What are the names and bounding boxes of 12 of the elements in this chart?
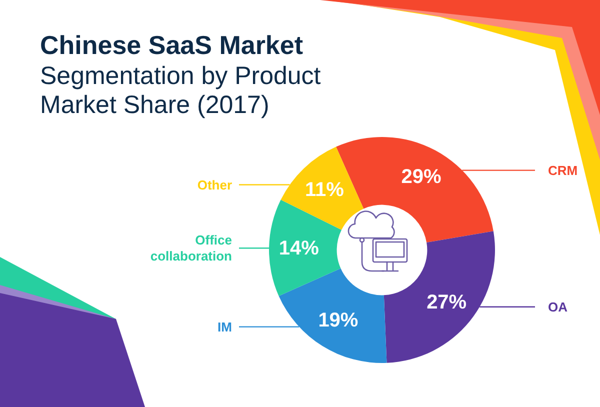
data-label: 19%: [318, 310, 358, 332]
slice-label: Office collaboration: [150, 232, 232, 264]
slice-label: IM: [218, 319, 232, 334]
chart-title: Chinese SaaS Market: [40, 30, 304, 60]
slice-label: OA: [548, 299, 568, 314]
data-label: 14%: [278, 237, 320, 260]
data-label: 11%: [305, 179, 344, 202]
chart-subtitle: Segmentation by Product Market Share (2017): [40, 62, 322, 120]
slice-label: CRM: [548, 162, 578, 178]
slice-label: Other: [197, 177, 232, 192]
data-label: 29%: [401, 166, 442, 188]
data-label: 27%: [426, 291, 467, 314]
